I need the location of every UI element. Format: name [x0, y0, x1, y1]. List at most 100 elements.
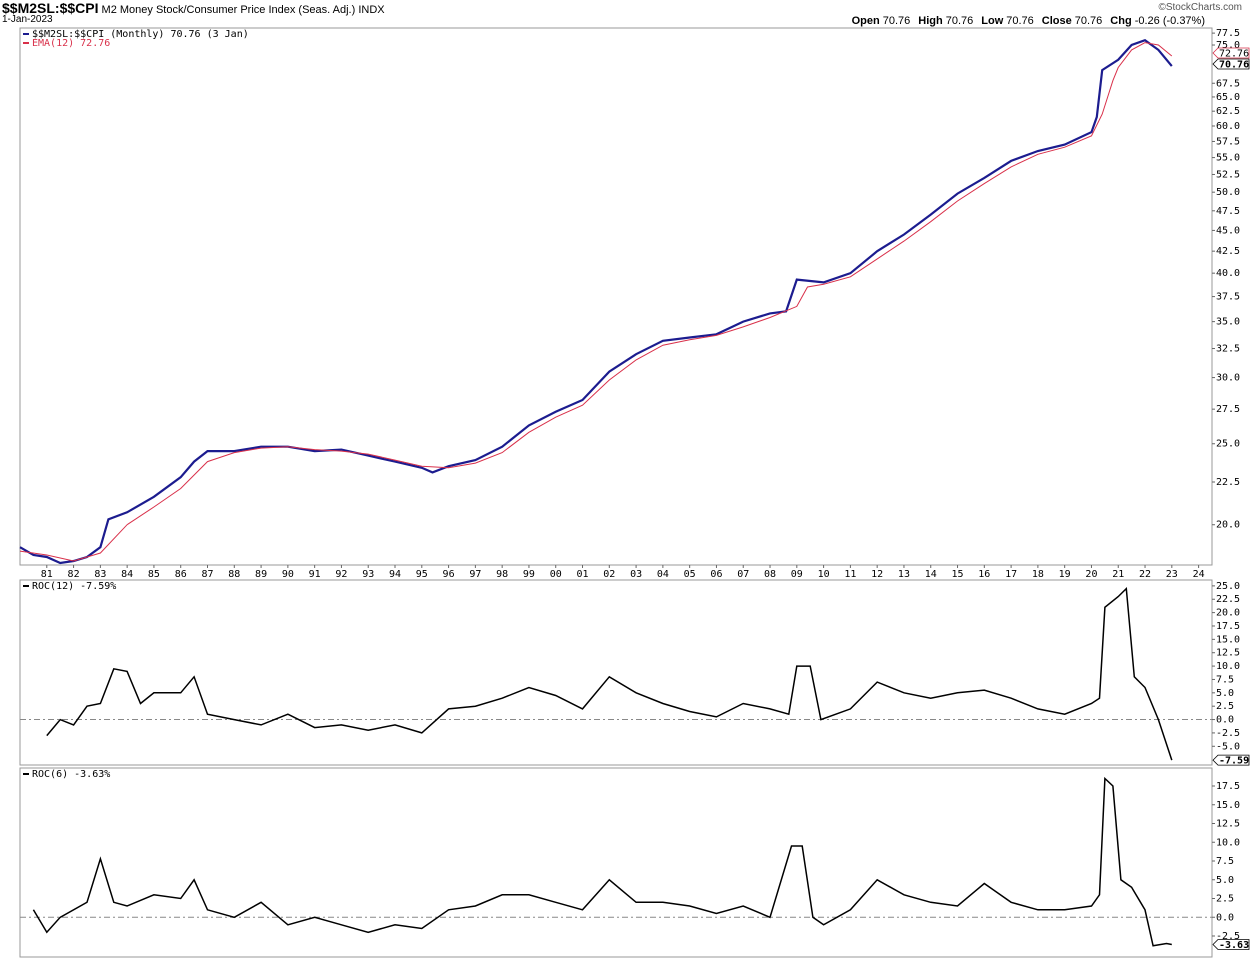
y-tick-label: 47.5 — [1216, 206, 1240, 217]
series-line — [19, 38, 1173, 565]
quote: Open 70.76 High 70.76 Low 70.76 Close 70.76 Chg -… — [852, 15, 1213, 27]
x-tick-label: 81 — [41, 569, 53, 580]
y-tick-label: 40.0 — [1216, 268, 1240, 279]
x-tick-label: 13 — [898, 569, 910, 580]
x-tick-label: 04 — [657, 569, 669, 580]
x-tick-label: 14 — [925, 569, 937, 580]
x-tick-label: 86 — [175, 569, 187, 580]
y-tick-label: 7.5 — [1216, 674, 1234, 685]
y-tick-label: -2.5 — [1216, 931, 1240, 942]
y-tick-label: 22.5 — [1216, 594, 1240, 605]
symbol: $$M2SL:$$CPI — [2, 0, 99, 16]
x-tick-label: 06 — [710, 569, 722, 580]
y-tick-label: 2.5 — [1216, 701, 1234, 712]
x-tick-label: 12 — [871, 569, 883, 580]
value-tag-label: -7.59 — [1219, 756, 1249, 767]
x-tick-label: 93 — [362, 569, 374, 580]
x-tick-label: 20 — [1085, 569, 1097, 580]
x-tick-label: 95 — [416, 569, 428, 580]
series-line — [46, 586, 1173, 761]
y-tick-label: 27.5 — [1216, 404, 1240, 415]
y-tick-label: 15.0 — [1216, 634, 1240, 645]
x-tick-label: 24 — [1193, 569, 1205, 580]
x-tick-label: 88 — [228, 569, 240, 580]
x-tick-label: 99 — [523, 569, 535, 580]
y-tick-label: 0.0 — [1216, 715, 1234, 726]
x-tick-label: 10 — [818, 569, 830, 580]
x-tick-label: 11 — [844, 569, 856, 580]
x-tick-label: 05 — [684, 569, 696, 580]
quote-label: Close — [1041, 15, 1072, 27]
legend-label: ROC(12) -7.59% — [32, 581, 116, 592]
legend-label: ROC(6) -3.63% — [32, 769, 110, 780]
y-tick-label: 52.5 — [1216, 169, 1240, 180]
x-tick-label: 19 — [1059, 569, 1071, 580]
y-tick-label: 32.5 — [1216, 344, 1240, 355]
y-tick-label: 22.5 — [1216, 477, 1240, 488]
quote-label: Chg — [1110, 15, 1132, 27]
quote-value: 70.76 — [1074, 15, 1103, 27]
y-tick-label: 20.0 — [1216, 520, 1240, 531]
x-tick-label: 03 — [630, 569, 642, 580]
y-tick-label: -2.5 — [1216, 728, 1240, 739]
y-tick-label: 5.0 — [1216, 875, 1234, 886]
value-tag-label: -3.63 — [1219, 940, 1249, 951]
y-tick-label: 7.5 — [1216, 856, 1234, 867]
quote-value: 70.76 — [945, 15, 974, 27]
y-tick-label: 75.0 — [1216, 40, 1240, 51]
x-tick-label: 98 — [496, 569, 508, 580]
y-tick-label: 50.0 — [1216, 187, 1240, 198]
x-tick-label: 83 — [94, 569, 106, 580]
quote-label: Low — [981, 15, 1004, 27]
y-tick-label: 2.5 — [1216, 894, 1234, 905]
y-tick-label: 37.5 — [1216, 292, 1240, 303]
symbol-line: $$M2SL:$$CPI M2 Money Stock/Consumer Pri… — [2, 0, 385, 16]
x-tick-label: 22 — [1139, 569, 1151, 580]
exchange: INDX — [358, 4, 385, 16]
x-tick-label: 92 — [335, 569, 347, 580]
x-tick-label: 01 — [576, 569, 588, 580]
y-tick-label: 57.5 — [1216, 136, 1240, 147]
y-tick-label: 12.5 — [1216, 648, 1240, 659]
value-tag — [1212, 754, 1250, 766]
value-tag-label: 70.76 — [1219, 60, 1249, 71]
quote-label: Open — [851, 15, 880, 27]
x-tick-label: 90 — [282, 569, 294, 580]
x-tick-label: 82 — [68, 569, 80, 580]
y-tick-label: 10.0 — [1216, 837, 1240, 848]
y-tick-label: 42.5 — [1216, 246, 1240, 257]
x-tick-label: 09 — [791, 569, 803, 580]
panel-frame — [19, 767, 1213, 958]
x-tick-label: 21 — [1112, 569, 1124, 580]
y-tick-label: 30.0 — [1216, 373, 1240, 384]
quote-value: 70.76 — [882, 15, 911, 27]
y-tick-label: 12.5 — [1216, 819, 1240, 830]
y-tick-label: 17.5 — [1216, 621, 1240, 632]
x-tick-label: 07 — [737, 569, 749, 580]
x-tick-label: 08 — [764, 569, 776, 580]
quote-value: 70.76 — [1006, 15, 1034, 27]
y-tick-label: 35.0 — [1216, 317, 1240, 328]
value-tag-label: 72.76 — [1219, 49, 1249, 60]
y-tick-label: -5.0 — [1216, 741, 1240, 752]
y-tick-label: 25.0 — [1216, 581, 1240, 592]
x-tick-label: 94 — [389, 569, 401, 580]
y-tick-label: 10.0 — [1216, 661, 1240, 672]
y-tick-label: 25.0 — [1216, 439, 1240, 450]
series-line — [32, 776, 1172, 947]
panel-frame — [19, 579, 1213, 766]
x-tick-label: 84 — [121, 569, 133, 580]
y-tick-label: 60.0 — [1216, 121, 1240, 132]
x-tick-label: 91 — [309, 569, 321, 580]
x-tick-label: 23 — [1166, 569, 1178, 580]
x-tick-label: 97 — [469, 569, 481, 580]
x-tick-label: 89 — [255, 569, 267, 580]
y-tick-label: 5.0 — [1216, 688, 1234, 699]
y-tick-label: 67.5 — [1216, 78, 1240, 89]
x-tick-label: 18 — [1032, 569, 1044, 580]
y-tick-label: 45.0 — [1216, 225, 1240, 236]
y-tick-label: 20.0 — [1216, 608, 1240, 619]
y-tick-label: 17.5 — [1216, 781, 1240, 792]
legend-label: EMA(12) 72.76 — [32, 38, 110, 49]
